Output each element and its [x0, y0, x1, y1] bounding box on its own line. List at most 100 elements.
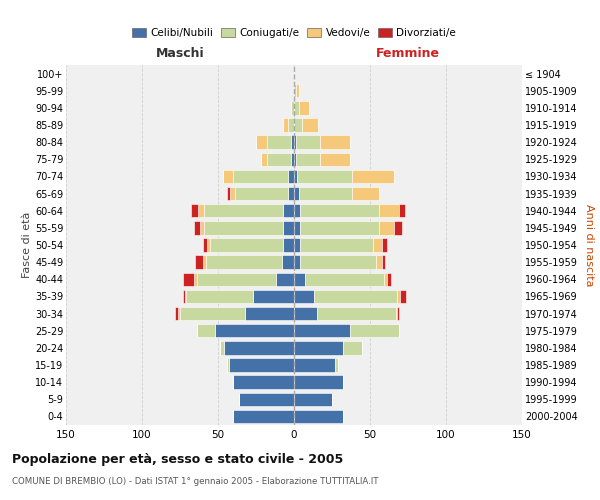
Bar — [203, 256, 206, 269]
Bar — [211, 238, 283, 252]
Bar — [186, 290, 253, 303]
Bar — [373, 238, 382, 252]
Bar — [387, 272, 391, 286]
Bar — [300, 256, 376, 269]
Bar — [294, 204, 300, 218]
Bar — [198, 204, 205, 218]
Bar — [299, 101, 309, 114]
Text: Popolazione per età, sesso e stato civile - 2005: Popolazione per età, sesso e stato civil… — [12, 452, 343, 466]
Bar — [253, 290, 294, 303]
Bar — [305, 272, 383, 286]
Bar — [294, 152, 296, 166]
Bar — [191, 204, 198, 218]
Bar — [205, 204, 283, 218]
Bar — [294, 290, 314, 303]
Bar — [294, 221, 300, 234]
Bar — [208, 238, 211, 252]
Y-axis label: Anni di nascita: Anni di nascita — [584, 204, 595, 286]
Bar — [233, 170, 288, 183]
Bar — [256, 136, 266, 149]
Bar — [320, 152, 350, 166]
Bar — [379, 204, 399, 218]
Bar — [266, 136, 291, 149]
Bar — [291, 136, 294, 149]
Bar — [300, 204, 379, 218]
Bar — [239, 392, 294, 406]
Bar — [227, 358, 229, 372]
Bar — [335, 358, 338, 372]
Bar — [178, 307, 180, 320]
Bar — [288, 187, 294, 200]
Bar — [294, 136, 296, 149]
Bar — [352, 170, 394, 183]
Bar — [382, 256, 385, 269]
Bar — [294, 376, 343, 389]
Bar — [382, 238, 387, 252]
Bar — [294, 324, 350, 338]
Bar — [297, 170, 352, 183]
Text: Maschi: Maschi — [155, 47, 205, 60]
Bar — [197, 324, 215, 338]
Bar — [300, 221, 379, 234]
Bar — [194, 221, 200, 234]
Bar — [194, 272, 197, 286]
Legend: Celibi/Nubili, Coniugati/e, Vedovi/e, Divorziati/e: Celibi/Nubili, Coniugati/e, Vedovi/e, Di… — [128, 24, 460, 42]
Bar — [223, 170, 233, 183]
Bar — [320, 136, 350, 149]
Bar — [397, 290, 400, 303]
Bar — [379, 221, 394, 234]
Bar — [294, 341, 343, 354]
Bar — [245, 307, 294, 320]
Bar — [396, 307, 397, 320]
Text: COMUNE DI BREMBIO (LO) - Dati ISTAT 1° gennaio 2005 - Elaborazione TUTTITALIA.IT: COMUNE DI BREMBIO (LO) - Dati ISTAT 1° g… — [12, 478, 379, 486]
Text: Femmine: Femmine — [376, 47, 440, 60]
Bar — [230, 187, 235, 200]
Bar — [294, 256, 300, 269]
Bar — [224, 341, 294, 354]
Bar — [294, 392, 332, 406]
Bar — [294, 101, 299, 114]
Bar — [266, 152, 291, 166]
Bar — [283, 238, 294, 252]
Bar — [296, 152, 320, 166]
Bar — [233, 410, 294, 423]
Bar — [300, 238, 373, 252]
Bar — [296, 136, 320, 149]
Bar — [294, 272, 305, 286]
Bar — [294, 170, 297, 183]
Bar — [314, 290, 397, 303]
Bar — [215, 324, 294, 338]
Bar — [352, 187, 379, 200]
Bar — [397, 307, 399, 320]
Bar — [233, 376, 294, 389]
Bar — [283, 221, 294, 234]
Bar — [200, 221, 205, 234]
Bar — [399, 204, 405, 218]
Bar — [294, 84, 296, 98]
Bar — [276, 272, 294, 286]
Bar — [183, 290, 185, 303]
Bar — [294, 358, 335, 372]
Bar — [185, 290, 186, 303]
Bar — [229, 358, 294, 372]
Bar — [291, 152, 294, 166]
Bar — [294, 187, 299, 200]
Bar — [394, 221, 402, 234]
Bar — [288, 170, 294, 183]
Bar — [302, 118, 319, 132]
Bar — [183, 272, 194, 286]
Bar — [260, 152, 266, 166]
Bar — [283, 118, 288, 132]
Bar — [283, 204, 294, 218]
Bar — [294, 307, 317, 320]
Bar — [235, 187, 288, 200]
Bar — [203, 238, 208, 252]
Bar — [282, 256, 294, 269]
Bar — [206, 256, 282, 269]
Bar — [220, 341, 224, 354]
Bar — [294, 410, 343, 423]
Y-axis label: Fasce di età: Fasce di età — [22, 212, 32, 278]
Bar — [180, 307, 245, 320]
Bar — [227, 187, 230, 200]
Bar — [197, 272, 276, 286]
